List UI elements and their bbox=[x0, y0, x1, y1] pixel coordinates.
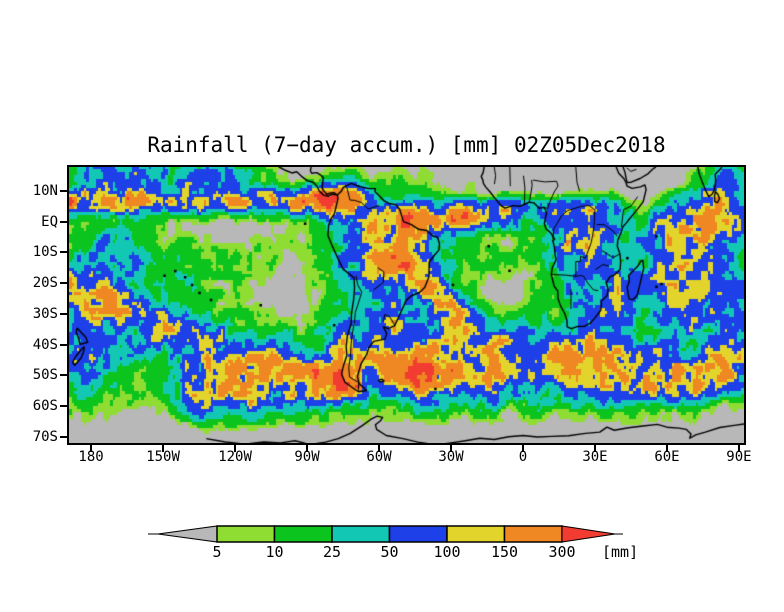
lat-tick-mark bbox=[60, 405, 67, 408]
lon-tick-label: 60W bbox=[366, 449, 392, 465]
lat-tick-mark bbox=[60, 220, 67, 223]
colorbar-tick-label: 25 bbox=[323, 543, 341, 561]
lat-tick-label: 10N bbox=[32, 182, 58, 199]
colorbar-segment bbox=[273, 525, 333, 543]
lat-tick-label: 30S bbox=[32, 305, 58, 322]
lat-tick-mark bbox=[60, 189, 67, 192]
lon-tick-mark bbox=[450, 445, 452, 452]
lon-tick-label: 60E bbox=[654, 449, 680, 465]
colorbar-tick-label: 5 bbox=[212, 543, 221, 561]
colorbar-segment bbox=[216, 525, 276, 543]
lon-tick-mark bbox=[737, 445, 740, 452]
lat-tick-mark bbox=[60, 282, 67, 285]
colorbar-tick-label: 150 bbox=[491, 543, 518, 561]
lat-tick-label: 10S bbox=[32, 244, 58, 261]
colorbar-units-label: [mm] bbox=[602, 543, 638, 561]
lat-tick-label: EQ bbox=[41, 213, 58, 230]
lon-tick-label: 0 bbox=[518, 449, 528, 465]
lat-tick-label: 60S bbox=[32, 398, 58, 415]
lat-tick-label: 20S bbox=[32, 275, 58, 292]
colorbar-tick-label: 10 bbox=[265, 543, 283, 561]
lat-tick-mark bbox=[60, 251, 67, 254]
map-panel bbox=[67, 165, 746, 445]
colorbar-above-max-arrow bbox=[561, 525, 616, 543]
lat-tick-mark bbox=[60, 436, 67, 439]
lon-tick-mark bbox=[234, 445, 237, 452]
rainfall-map-canvas bbox=[69, 167, 744, 443]
lon-tick-label: 120W bbox=[218, 449, 252, 465]
lon-tick-label: 30W bbox=[438, 449, 464, 465]
colorbar-segment bbox=[503, 525, 563, 543]
lat-tick-mark bbox=[60, 374, 67, 377]
lon-tick-label: 90W bbox=[294, 449, 320, 465]
lat-tick-mark bbox=[60, 343, 67, 346]
colorbar-tick-label: 100 bbox=[433, 543, 460, 561]
colorbar-tick-label: 50 bbox=[380, 543, 398, 561]
lon-tick-mark bbox=[521, 445, 524, 452]
lon-tick-label: 90E bbox=[726, 449, 752, 465]
colorbar-segment bbox=[388, 525, 448, 543]
lon-tick-label: 150W bbox=[146, 449, 180, 465]
lon-tick-mark bbox=[90, 445, 93, 452]
colorbar-tick-label: 300 bbox=[548, 543, 575, 561]
lon-tick-mark bbox=[306, 445, 309, 452]
lon-tick-mark bbox=[593, 445, 596, 452]
plot-title: Rainfall (7−day accum.) [mm] 02Z05Dec201… bbox=[147, 133, 666, 157]
lat-tick-label: 40S bbox=[32, 336, 58, 353]
lon-tick-mark bbox=[665, 445, 668, 452]
colorbar-segment bbox=[331, 525, 391, 543]
colorbar: 5 10 25 50 100 150 300 [mm] bbox=[148, 525, 638, 561]
lon-tick-label: 30E bbox=[582, 449, 608, 465]
lon-tick-label: 180 bbox=[78, 449, 104, 465]
colorbar-segment bbox=[446, 525, 506, 543]
lon-tick-mark bbox=[378, 445, 381, 452]
lat-tick-label: 70S bbox=[32, 429, 58, 446]
lat-tick-mark bbox=[60, 312, 67, 315]
lon-tick-mark bbox=[162, 445, 165, 452]
lat-tick-label: 50S bbox=[32, 367, 58, 384]
colorbar-below-min-arrow bbox=[157, 525, 218, 543]
